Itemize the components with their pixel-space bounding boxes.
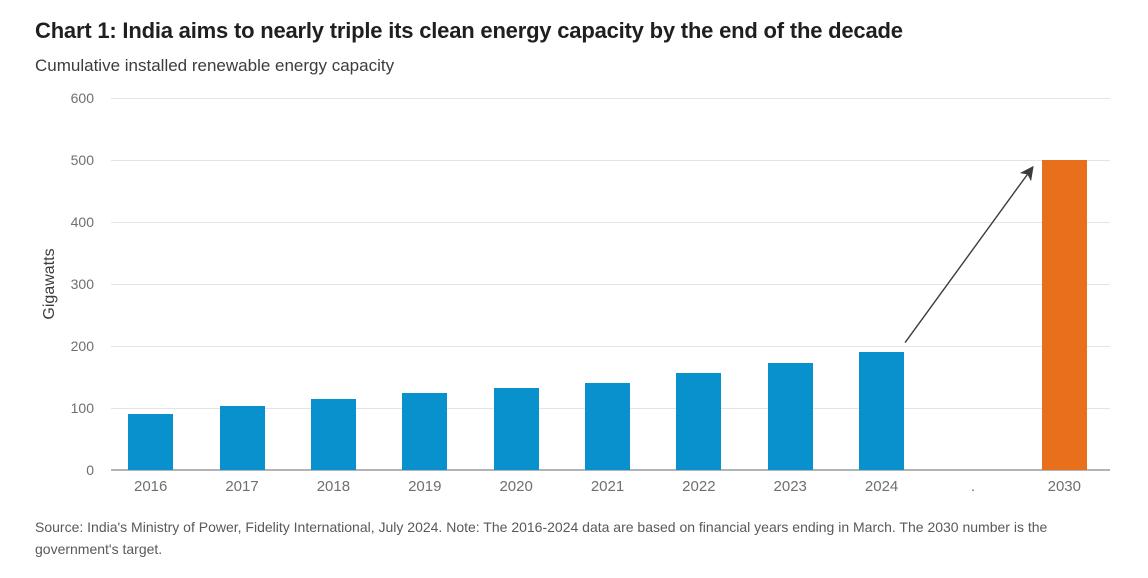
y-tick-label-200: 200	[70, 338, 94, 354]
chart-title: Chart 1: India aims to nearly triple its…	[35, 18, 903, 43]
x-tick-label-2017: 2017	[225, 478, 259, 495]
gridline-300	[111, 284, 1110, 285]
y-tick-label-100: 100	[70, 400, 94, 416]
bar-2030	[1041, 160, 1087, 470]
gridline-200	[111, 346, 1110, 347]
x-tick-label-2016: 2016	[133, 478, 168, 495]
x-tick-label-2022: 2022	[682, 478, 716, 495]
gridline-500	[111, 160, 1110, 161]
bar-2021	[585, 382, 630, 470]
y-tick-label-500: 500	[70, 152, 94, 168]
chart-subtitle: Cumulative installed renewable energy ca…	[35, 56, 395, 75]
bar-2017	[219, 406, 265, 470]
bar-2023	[767, 363, 813, 470]
x-tick-label-2021: 2021	[590, 478, 625, 495]
bar-2024	[859, 351, 905, 470]
y-tick-label-0: 0	[86, 462, 94, 478]
source-note: Source: India's Ministry of Power, Fidel…	[35, 519, 1048, 557]
gridline-600	[111, 98, 1110, 99]
x-tick-label-2020: 2020	[499, 478, 533, 495]
x-tick-label-2023: 2023	[773, 478, 807, 495]
gridline-0	[111, 469, 1110, 471]
x-tick-label-2030: 2030	[1047, 478, 1081, 495]
x-tick-label-2019: 2019	[408, 478, 442, 495]
x-tick-label-2018: 2018	[316, 478, 351, 495]
y-tick-label-400: 400	[70, 214, 94, 230]
bar-2020	[493, 388, 539, 470]
bar-2019	[402, 393, 448, 470]
gridline-400	[111, 222, 1110, 223]
y-tick-label-600: 600	[70, 90, 94, 106]
bar-2018	[310, 398, 356, 470]
x-tick-label-gap: .	[970, 478, 976, 495]
x-tick-label-2024: 2024	[864, 478, 899, 495]
bar-2016	[128, 414, 174, 470]
plot-area: 0 100 200 300 400 500 600 2016 2017 2018 2019 2020 2…	[71, 90, 1110, 495]
target-arrow-line	[904, 165, 1034, 343]
bar-2022	[676, 373, 722, 470]
y-tick-label-300: 300	[70, 276, 94, 292]
